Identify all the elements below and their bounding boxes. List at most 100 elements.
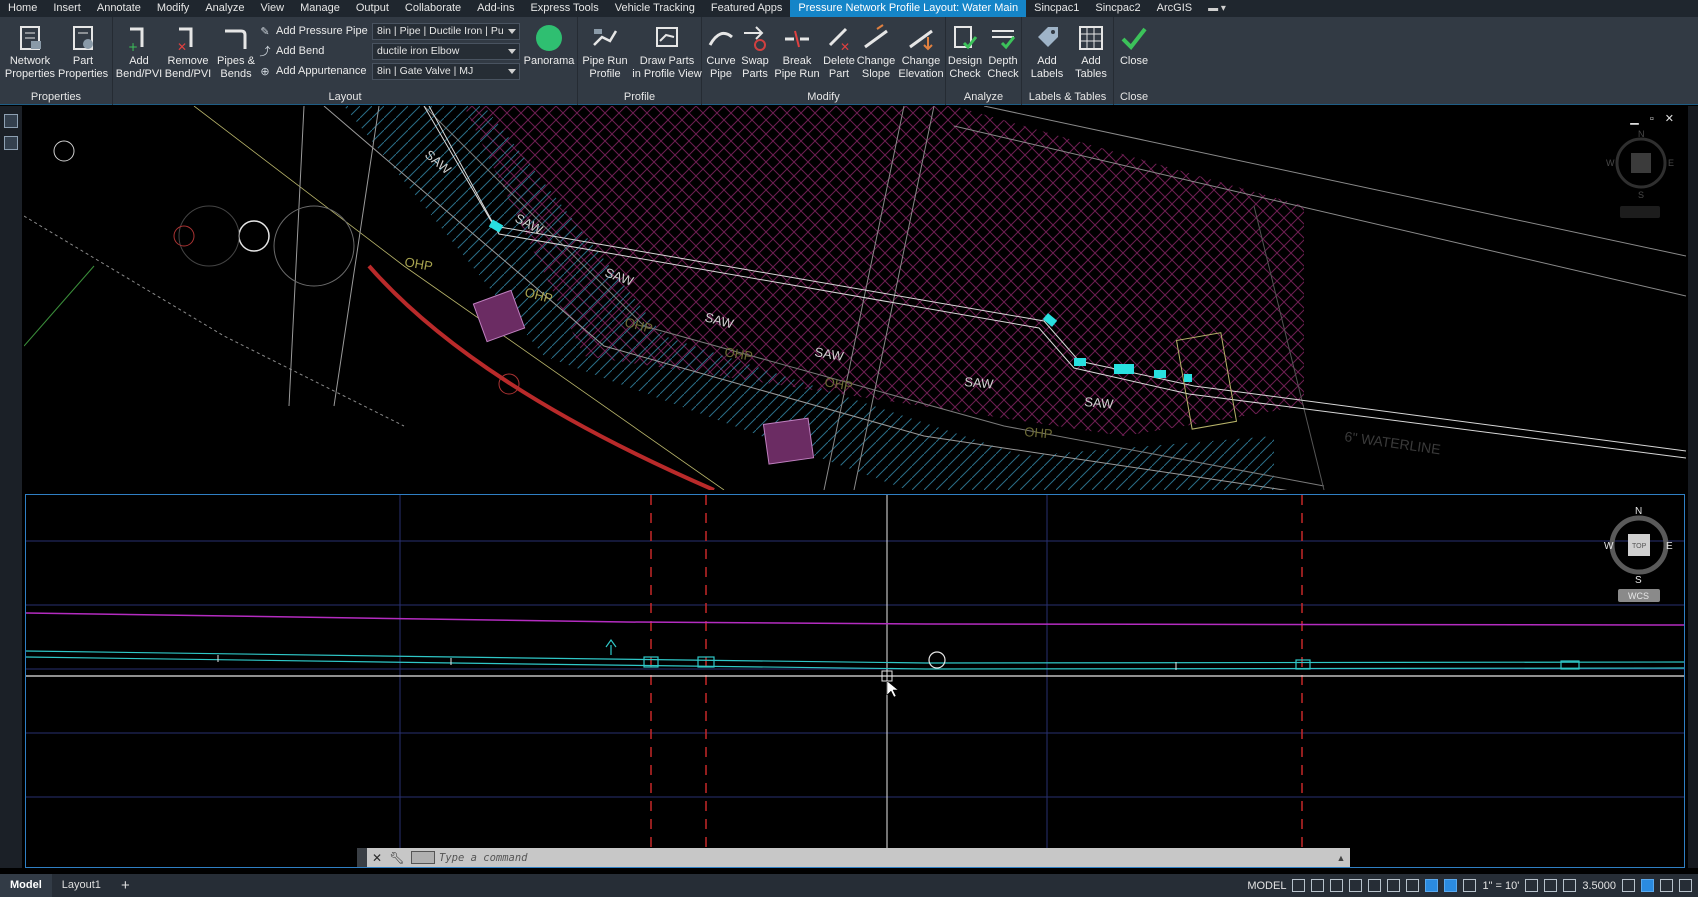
pipe-run-profile-button[interactable]: Pipe Run Profile [580, 23, 630, 81]
plan-drawing[interactable]: SAW SAW SAW SAW SAW SAW SAW OHP OHP OHP … [24, 106, 1686, 490]
plan-label-saw-5: SAW [813, 344, 845, 364]
chevron-down-icon [508, 29, 516, 34]
add-bend-button[interactable]: ⤴ Add Bend [258, 42, 325, 60]
svg-text:✕: ✕ [177, 40, 187, 53]
selection-cycling-icon[interactable] [1406, 879, 1420, 892]
plan-label-ohp-5: OHP [823, 374, 853, 394]
delete-part-button[interactable]: ✕ Delete Part [822, 23, 856, 81]
pipes-bends-button[interactable]: Pipes & Bends [213, 23, 259, 81]
isolate-icon[interactable] [1622, 879, 1635, 892]
close-label: Close [1119, 55, 1149, 67]
network-properties-button[interactable]: Network Properties [4, 23, 56, 81]
palette-icon[interactable] [4, 114, 18, 128]
tab-insert[interactable]: Insert [53, 2, 81, 14]
clean-screen-icon[interactable] [1660, 879, 1673, 892]
swap-parts-button[interactable]: Swap Parts [738, 23, 772, 81]
depth-check-label: Depth Check [987, 55, 1019, 80]
plan-label-waterline: 6" WATERLINE [1344, 428, 1442, 457]
panorama-button[interactable]: Panorama [523, 23, 575, 68]
tab-sincpac2[interactable]: Sincpac2 [1095, 2, 1141, 14]
delete-part-label: Delete Part [823, 55, 855, 80]
break-pipe-run-button[interactable]: Break Pipe Run [772, 23, 822, 81]
pavement-hatch [344, 106, 1274, 490]
grid-icon[interactable] [1292, 879, 1306, 892]
lineweight-icon[interactable] [1387, 879, 1401, 892]
gear-icon[interactable] [1525, 879, 1539, 892]
change-elevation-button[interactable]: Change Elevation [896, 23, 946, 81]
tab-model[interactable]: Model [0, 874, 52, 897]
right-strip [1688, 106, 1698, 868]
model-space-toggle[interactable]: MODEL [1247, 879, 1287, 892]
command-input[interactable]: Type a command [439, 851, 528, 864]
profile-viewcube[interactable]: TOP N S E W WCS [1604, 505, 1674, 605]
plan-viewcube[interactable]: N S E W [1606, 128, 1676, 228]
add-appurtenance-button[interactable]: ⊕ Add Appurtenance [258, 62, 366, 80]
polar-icon[interactable] [1349, 879, 1363, 892]
wrench-icon[interactable]: 🔧︎ [389, 850, 405, 865]
add-bend-pvi-button[interactable]: + Add Bend/PVI [115, 23, 163, 81]
tab-view[interactable]: View [260, 2, 285, 14]
change-slope-button[interactable]: Change Slope [856, 23, 896, 81]
bend-combo[interactable]: ductile iron Elbow [372, 43, 520, 60]
auto-scale-icon[interactable] [1444, 879, 1458, 892]
add-pressure-pipe-button[interactable]: ✎ Add Pressure Pipe [258, 22, 367, 40]
part-properties-button[interactable]: Part Properties [58, 23, 108, 81]
add-layout-button[interactable]: + [120, 877, 130, 894]
curve-pipe-button[interactable]: Curve Pipe [704, 23, 738, 81]
annotation-scale-value[interactable]: 1" = 10' [1482, 879, 1520, 892]
tab-sincpac1[interactable]: Sincpac1 [1034, 2, 1080, 14]
profile-drawing[interactable] [26, 495, 1685, 868]
tab-featured-apps[interactable]: Featured Apps [710, 2, 783, 14]
command-history-icon[interactable] [411, 851, 435, 864]
appurtenance-combo[interactable]: 8in | Gate Valve | MJ [372, 63, 520, 80]
tab-add-ins[interactable]: Add-ins [477, 2, 515, 14]
add-tables-button[interactable]: Add Tables [1070, 23, 1112, 81]
draw-parts-in-profile-button[interactable]: Draw Parts in Profile View [632, 23, 702, 81]
precision-value[interactable]: 3.5000 [1582, 879, 1616, 892]
panel-labels-tables: Add Labels Add Tables Labels & Tables [1022, 17, 1114, 105]
remove-bend-pvi-button[interactable]: ✕ Remove Bend/PVI [163, 23, 213, 81]
tab-annotate[interactable]: Annotate [96, 2, 141, 14]
tab-pressure-network-profile-layout[interactable]: Pressure Network Profile Layout: Water M… [790, 0, 1027, 17]
chevron-up-icon[interactable]: ▲ [1336, 852, 1346, 863]
pipe-size-combo[interactable]: 8in | Pipe | Ductile Iron | Pu [372, 23, 520, 40]
close-icon[interactable]: ✕ [371, 850, 383, 865]
curve-pipe-label: Curve Pipe [706, 55, 736, 80]
ortho-icon[interactable] [1330, 879, 1344, 892]
annotation-visibility-icon[interactable] [1425, 879, 1439, 892]
design-check-button[interactable]: Design Check [946, 23, 984, 81]
viewport-window-controls[interactable]: ▁ ▫ ✕ [1630, 113, 1678, 125]
profile-viewport[interactable]: TOP N S E W WCS [25, 494, 1685, 868]
plan-viewport[interactable]: SAW SAW SAW SAW SAW SAW SAW OHP OHP OHP … [24, 106, 1686, 490]
hardware-acceleration-icon[interactable] [1641, 879, 1654, 892]
tab-modify[interactable]: Modify [156, 2, 190, 14]
tab-vehicle-tracking[interactable]: Vehicle Tracking [614, 2, 695, 14]
tab-express-tools[interactable]: Express Tools [530, 2, 599, 14]
layers-icon[interactable] [4, 136, 18, 150]
tab-collaborate[interactable]: Collaborate [404, 2, 462, 14]
panel-close: Close Close [1114, 17, 1154, 105]
close-button[interactable]: Close [1114, 23, 1154, 68]
plus-icon[interactable] [1544, 879, 1558, 892]
tab-output[interactable]: Output [355, 2, 389, 14]
tab-arcgis[interactable]: ArcGIS [1156, 2, 1193, 14]
dropdown-toggle-icon[interactable]: ▬ ▾ [1208, 3, 1226, 14]
osnap-icon[interactable] [1368, 879, 1382, 892]
pencil-icon: ✎ [260, 25, 270, 38]
appurtenance-icon: ⊕ [260, 65, 270, 78]
customization-icon[interactable] [1679, 879, 1692, 892]
tab-layout1[interactable]: Layout1 [61, 879, 101, 891]
tab-analyze[interactable]: Analyze [205, 2, 245, 14]
units-icon[interactable] [1563, 879, 1577, 892]
tab-manage[interactable]: Manage [300, 2, 340, 14]
annotation-scale-icon[interactable] [1463, 879, 1477, 892]
depth-check-button[interactable]: Depth Check [984, 23, 1022, 81]
snap-icon[interactable] [1311, 879, 1325, 892]
tab-home[interactable]: Home [8, 2, 38, 14]
compass-w: W [1606, 158, 1615, 168]
command-line-grip[interactable] [357, 848, 367, 867]
design-check-icon [954, 26, 978, 50]
wcs-button[interactable]: WCS [1628, 591, 1649, 601]
add-labels-button[interactable]: Add Labels [1026, 23, 1068, 81]
panel-title-layout: Layout [328, 91, 362, 103]
